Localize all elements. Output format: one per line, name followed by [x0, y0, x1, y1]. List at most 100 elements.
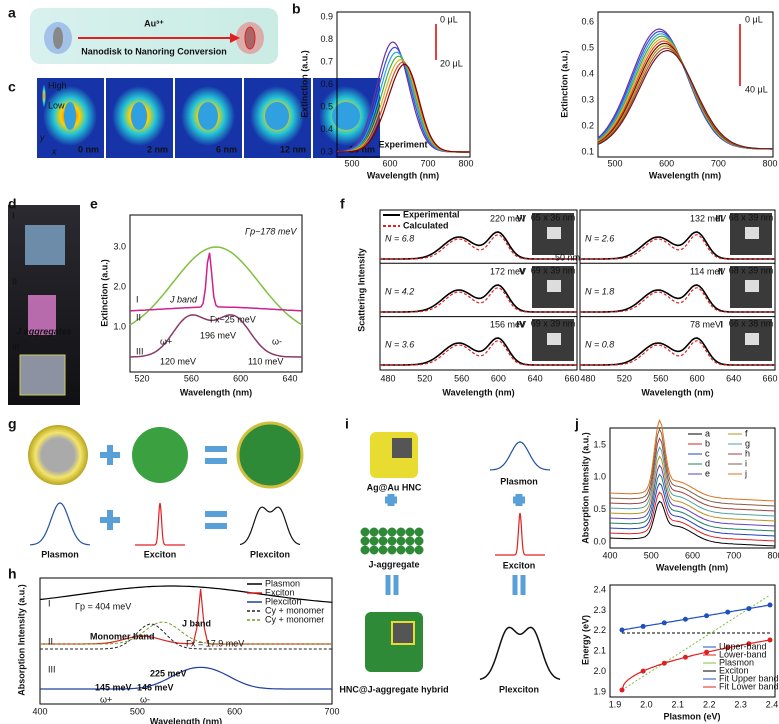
curve: [39, 585, 333, 603]
label: II: [718, 266, 723, 276]
x-tick-label: 2.2: [703, 699, 716, 709]
label: 120 meV: [160, 356, 196, 366]
curve: [580, 340, 775, 366]
curve: [609, 428, 776, 507]
curve: [580, 234, 775, 260]
label: 69 x 39 nm: [531, 265, 576, 275]
label: i: [745, 458, 747, 468]
hybrid: [236, 421, 304, 489]
label: II: [136, 312, 141, 322]
x-tick-label: 700: [420, 158, 435, 168]
label: 78 meV: [690, 319, 721, 329]
panel-label: j: [574, 416, 579, 432]
dye: [378, 527, 388, 537]
curve: [130, 314, 302, 358]
label: 196 meV: [200, 330, 236, 340]
dye: [378, 536, 388, 546]
x-tick-label: 640: [726, 373, 741, 383]
point: [682, 616, 688, 622]
label: Nanodisk to Nanoring Conversion: [81, 46, 227, 56]
y-tick-label: 2.0: [593, 666, 606, 676]
label: ω-: [272, 336, 282, 346]
arrow-head: [230, 33, 240, 43]
panel-label: g: [8, 416, 17, 432]
x-tick-label: 480: [380, 373, 395, 383]
label: Γx~25 meV: [210, 314, 256, 324]
label: N = 4.2: [385, 286, 414, 296]
label: III: [48, 664, 56, 674]
x-tick-label: 700: [711, 158, 726, 168]
x-tick-label: 800: [767, 550, 779, 560]
equals: [205, 446, 227, 464]
x-tick-label: 560: [653, 373, 668, 383]
dye: [405, 536, 415, 546]
label: 50 nm: [555, 252, 580, 262]
y-tick-label: 0.5: [320, 101, 333, 111]
label: d: [705, 458, 710, 468]
plus: [100, 445, 120, 465]
cube-iii: [19, 354, 66, 396]
label: 0 μL: [745, 14, 763, 24]
label: y: [39, 132, 45, 142]
label: VI: [516, 213, 525, 223]
label: I: [720, 319, 723, 329]
field-map-core: [198, 102, 218, 130]
dye: [360, 527, 370, 537]
label: J band: [182, 618, 211, 628]
label: J band: [169, 294, 198, 304]
y-tick-label: 1.5: [593, 439, 606, 449]
y-tick-label: 0.8: [320, 34, 333, 44]
point: [767, 637, 773, 643]
panel-label: i: [345, 416, 349, 432]
curve: [479, 626, 561, 681]
label: ω+: [160, 336, 172, 346]
label: 156 meV: [490, 319, 526, 329]
label: f: [745, 428, 748, 438]
curve: [239, 506, 301, 546]
x-tick-label: 2.1: [672, 699, 685, 709]
point: [640, 623, 646, 629]
frame-label: 0 nm: [78, 144, 99, 154]
curve: [40, 623, 332, 650]
x-tick-label: 640: [528, 373, 543, 383]
curve: [495, 512, 545, 556]
x-tick-label: 500: [130, 706, 145, 716]
exciton-dots: [132, 427, 188, 483]
y-tick-label: 0.1: [581, 146, 594, 156]
plot-frame: [609, 584, 776, 698]
axis-title: Extinction (a.u.): [559, 50, 569, 118]
label: Exciton: [503, 560, 536, 570]
panel-a-bg: [30, 8, 278, 64]
frame-label: 12 nm: [280, 144, 306, 154]
field-map-core: [131, 102, 147, 130]
label: Upper-band: [719, 641, 767, 651]
label: 40 μL: [745, 84, 768, 94]
y-tick-label: 0.0: [593, 536, 606, 546]
plus: [385, 494, 397, 506]
y-tick-label: 2.1: [593, 646, 606, 656]
label: N = 6.8: [385, 233, 414, 243]
dye: [387, 527, 397, 537]
plot-frame: [609, 427, 776, 549]
label: N = 0.8: [585, 339, 614, 349]
curve: [621, 639, 771, 691]
particle: [745, 280, 759, 292]
particle: [745, 227, 759, 239]
dye: [396, 536, 406, 546]
x-tick-label: 500: [607, 158, 622, 168]
y-tick-label: 0.2: [581, 120, 594, 130]
label: 132 meV: [690, 213, 726, 223]
equals: [205, 511, 227, 529]
label: Exciton: [265, 587, 295, 597]
label: Plasmon (eV): [663, 711, 720, 721]
label: 220 meV: [490, 213, 526, 223]
label: Cy + monomer: [265, 614, 324, 624]
dye: [414, 536, 424, 546]
label: 20 μL: [440, 58, 463, 68]
label: b: [705, 438, 710, 448]
panel-label: b: [292, 1, 301, 17]
label: III: [12, 342, 20, 352]
label: Γp~178 meV: [245, 226, 297, 236]
x-tick-label: 400: [32, 706, 47, 716]
